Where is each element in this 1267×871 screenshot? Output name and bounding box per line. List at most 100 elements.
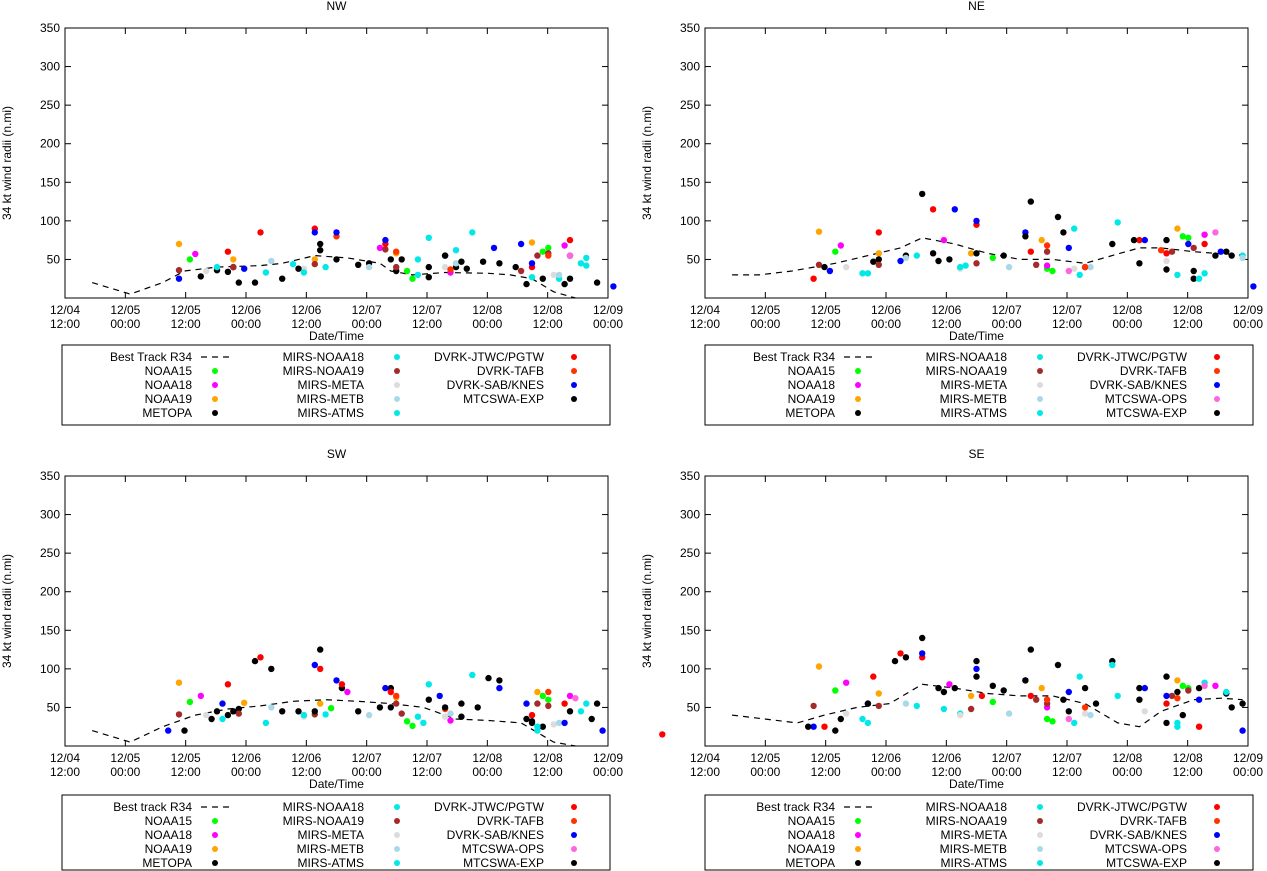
legend-marker bbox=[1037, 804, 1043, 810]
data-point bbox=[870, 673, 877, 680]
data-point bbox=[203, 711, 210, 719]
data-point bbox=[425, 274, 432, 281]
data-point bbox=[317, 700, 324, 707]
x-tick-label: 00:00 bbox=[472, 765, 502, 779]
data-point bbox=[251, 657, 259, 665]
data-point bbox=[441, 252, 449, 259]
data-point bbox=[859, 270, 866, 277]
data-point bbox=[1190, 244, 1197, 252]
x-tick-label: 12/06 bbox=[231, 751, 261, 765]
data-point bbox=[815, 663, 823, 670]
data-point bbox=[897, 257, 904, 265]
data-point bbox=[1005, 263, 1013, 271]
data-point bbox=[425, 263, 432, 271]
data-point bbox=[1212, 229, 1219, 236]
x-tick-label: 00:00 bbox=[231, 317, 261, 331]
data-point bbox=[230, 708, 237, 715]
data-point bbox=[1043, 262, 1051, 269]
data-point bbox=[913, 252, 920, 259]
series-mirs-metb bbox=[902, 254, 1246, 271]
data-point bbox=[213, 708, 221, 715]
data-point bbox=[902, 700, 910, 707]
legend-marker bbox=[571, 846, 577, 852]
series-noaa19 bbox=[815, 225, 1181, 257]
data-point bbox=[420, 719, 427, 727]
x-tick-label: 12/04 bbox=[50, 751, 80, 765]
data-point bbox=[1179, 233, 1187, 240]
data-point bbox=[1027, 248, 1035, 255]
data-point bbox=[311, 256, 318, 263]
data-point bbox=[333, 677, 340, 684]
data-point bbox=[1130, 236, 1138, 244]
legend-marker bbox=[212, 368, 218, 374]
data-point bbox=[311, 229, 318, 236]
data-point bbox=[1076, 271, 1083, 279]
data-point bbox=[832, 248, 839, 255]
data-point bbox=[1195, 723, 1203, 730]
x-tick-label: 00:00 bbox=[593, 765, 623, 779]
data-point bbox=[403, 267, 411, 275]
data-point bbox=[317, 247, 324, 254]
x-tick-label: 12/09 bbox=[593, 751, 623, 765]
data-point bbox=[1049, 267, 1056, 275]
data-point bbox=[989, 254, 996, 262]
plot-frame bbox=[704, 27, 1249, 299]
data-point bbox=[1174, 677, 1181, 684]
y-tick-label: 150 bbox=[680, 175, 700, 189]
series-noaa18 bbox=[837, 231, 1208, 269]
legend-label: MTCSWA-EXP bbox=[1106, 406, 1187, 420]
data-point bbox=[577, 260, 585, 267]
data-point bbox=[566, 236, 574, 244]
data-point bbox=[1163, 692, 1170, 700]
data-point bbox=[1022, 233, 1029, 240]
data-point bbox=[1141, 684, 1149, 692]
data-point bbox=[251, 279, 259, 286]
data-point bbox=[659, 731, 666, 738]
legend-marker bbox=[1037, 846, 1043, 852]
data-point bbox=[175, 711, 183, 718]
data-point bbox=[1033, 261, 1040, 268]
legend-marker bbox=[1037, 396, 1043, 402]
data-point bbox=[870, 258, 877, 265]
data-point bbox=[1201, 240, 1208, 248]
series-metopa bbox=[832, 646, 1246, 734]
legend-label: MIRS-NOAA18 bbox=[926, 800, 1008, 814]
data-point bbox=[1136, 684, 1143, 692]
data-point bbox=[1087, 263, 1094, 271]
data-point bbox=[403, 718, 411, 725]
data-point bbox=[447, 266, 454, 273]
series-noaa18 bbox=[192, 242, 568, 276]
data-point bbox=[175, 267, 183, 274]
data-point bbox=[832, 687, 839, 694]
series-dvrk-jtwc-pgtw bbox=[810, 206, 1208, 282]
legend-marker bbox=[1214, 396, 1220, 402]
data-point bbox=[1071, 265, 1078, 272]
series-dvrk-sab-knes bbox=[175, 229, 617, 290]
data-point bbox=[973, 665, 980, 673]
x-axis-label: Date/Time bbox=[309, 329, 364, 343]
data-point bbox=[610, 283, 617, 290]
data-point bbox=[957, 711, 964, 719]
data-point bbox=[913, 702, 920, 710]
x-tick-label: 12:00 bbox=[171, 765, 201, 779]
y-tick-label: 100 bbox=[40, 214, 60, 228]
legend-marker bbox=[394, 860, 400, 866]
y-tick-label: 50 bbox=[47, 252, 61, 266]
x-tick-label: 00:00 bbox=[1233, 765, 1263, 779]
legend-label: NOAA15 bbox=[145, 814, 193, 828]
x-tick-label: 12:00 bbox=[931, 317, 961, 331]
data-point bbox=[469, 671, 476, 679]
legend-label: NOAA15 bbox=[788, 814, 836, 828]
data-point bbox=[496, 677, 503, 684]
legend-label: METOPA bbox=[785, 856, 835, 870]
data-point bbox=[1071, 225, 1078, 232]
data-point bbox=[1076, 673, 1083, 680]
data-point bbox=[241, 699, 248, 706]
x-tick-label: 12:00 bbox=[291, 765, 321, 779]
data-point bbox=[561, 280, 568, 288]
x-tick-label: 12/09 bbox=[1233, 303, 1263, 317]
x-tick-label: 12/06 bbox=[931, 303, 961, 317]
data-point bbox=[1217, 248, 1225, 255]
y-tick-label: 300 bbox=[680, 508, 700, 522]
